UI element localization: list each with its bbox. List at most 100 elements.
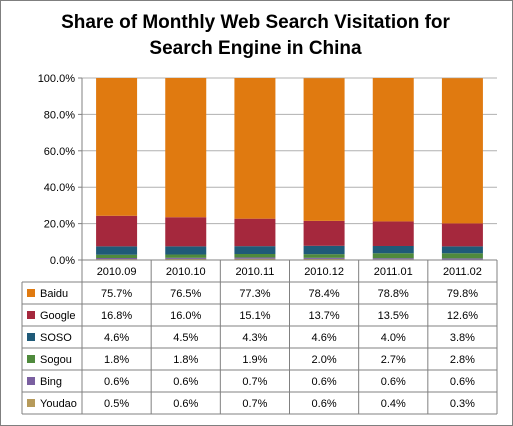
data-label: 0.7% — [242, 398, 267, 410]
x-tick-label: 2010.11 — [235, 266, 274, 278]
bar-segment-soso — [234, 246, 276, 254]
data-label: 4.6% — [104, 332, 129, 344]
bar-segment-bing — [165, 257, 207, 259]
bar-segment-google — [372, 221, 414, 246]
bar-segment-baidu — [441, 78, 483, 224]
legend-label: Sogou — [40, 354, 72, 366]
bar-segment-sogou — [96, 254, 138, 258]
x-tick-label: 2010.10 — [166, 266, 206, 278]
data-label: 2.0% — [312, 354, 337, 366]
data-label: 0.6% — [173, 376, 198, 388]
data-label: 0.5% — [104, 398, 129, 410]
data-label: 4.5% — [173, 332, 198, 344]
legend-label: Google — [40, 310, 75, 322]
bar-segment-soso — [303, 245, 345, 255]
data-label: 12.6% — [447, 310, 478, 322]
bar-segment-soso — [372, 245, 414, 254]
data-label: 0.6% — [312, 398, 337, 410]
y-tick-label: 60.0% — [44, 146, 75, 158]
legend-label: Bing — [40, 376, 62, 388]
legend-label: Youdao — [40, 398, 77, 410]
bar-segment-bing — [372, 258, 414, 260]
data-label: 0.3% — [450, 398, 475, 410]
data-label: 76.5% — [170, 288, 201, 300]
bar-segment-bing — [303, 257, 345, 259]
x-tick-label: 2011.01 — [374, 266, 413, 278]
y-tick-label: 80.0% — [44, 109, 75, 121]
data-label: 2.8% — [450, 354, 475, 366]
data-label: 79.8% — [447, 288, 478, 300]
x-tick-label: 2010.12 — [304, 266, 344, 278]
legend-swatch — [27, 333, 35, 341]
data-label: 13.7% — [308, 310, 339, 322]
data-label: 16.0% — [170, 310, 201, 322]
legend-swatch — [27, 289, 35, 297]
chart-title-line-2: Search Engine in China — [149, 38, 362, 59]
legend-label: SOSO — [40, 332, 72, 344]
y-tick-label: 100.0% — [38, 73, 76, 85]
data-label: 16.8% — [101, 310, 132, 322]
bar-segment-google — [303, 220, 345, 246]
bar-segment-youdao — [303, 258, 345, 260]
data-label: 1.9% — [242, 354, 267, 366]
x-tick-label: 2011.02 — [443, 266, 482, 278]
y-tick-label: 40.0% — [44, 182, 75, 194]
bar-segment-bing — [234, 257, 276, 259]
y-axis: 0.0% 20.0% 40.0% 60.0% 80.0% 100.0% — [38, 73, 83, 267]
data-label: 0.6% — [312, 376, 337, 388]
data-label: 4.3% — [242, 332, 267, 344]
bar-segment-baidu — [234, 78, 276, 219]
data-label: 15.1% — [239, 310, 270, 322]
bar-segment-sogou — [441, 253, 483, 259]
data-table: 2010.09 2010.10 2010.11 2010.12 2011.01 2011.… — [21, 259, 498, 415]
legend-swatch — [27, 399, 35, 407]
bar-segment-sogou — [234, 253, 276, 258]
data-label: 0.7% — [242, 376, 267, 388]
bar-segment-sogou — [303, 254, 345, 258]
bar-segment-google — [96, 215, 138, 247]
bar-segment-sogou — [372, 253, 414, 259]
data-label: 0.6% — [173, 398, 198, 410]
bar-segment-google — [234, 218, 276, 247]
data-label: 0.4% — [381, 398, 406, 410]
data-label: 4.0% — [381, 332, 406, 344]
bar-segment-soso — [96, 246, 138, 255]
bar-segment-bing — [441, 258, 483, 260]
x-tick-label: 2010.09 — [97, 266, 137, 278]
chart-title-line-1: Share of Monthly Web Search Visitation f… — [61, 12, 450, 33]
bar-segment-youdao — [234, 258, 276, 260]
y-tick-label: 0.0% — [50, 255, 75, 267]
bar-segment-baidu — [303, 78, 345, 221]
bar-segment-google — [441, 223, 483, 247]
data-label: 0.6% — [450, 376, 475, 388]
y-tick-label: 20.0% — [44, 219, 75, 231]
data-label: 1.8% — [173, 354, 198, 366]
data-label: 77.3% — [239, 288, 270, 300]
legend-swatch — [27, 355, 35, 363]
legend-label: Baidu — [40, 288, 68, 300]
legend-swatch — [27, 377, 35, 385]
data-label: 78.8% — [378, 288, 409, 300]
bar-segment-soso — [165, 246, 207, 255]
data-label: 13.5% — [378, 310, 409, 322]
data-label: 4.6% — [312, 332, 337, 344]
bar-segment-soso — [441, 246, 483, 254]
bar-segment-baidu — [96, 78, 138, 216]
bar-segment-baidu — [165, 78, 207, 218]
data-label: 75.7% — [101, 288, 132, 300]
bar-segment-sogou — [165, 254, 207, 258]
bar-segment-youdao — [165, 258, 207, 260]
data-label: 1.8% — [104, 354, 129, 366]
data-label: 2.7% — [381, 354, 406, 366]
legend-swatch — [27, 311, 35, 319]
data-label: 78.4% — [308, 288, 339, 300]
data-label: 0.6% — [104, 376, 129, 388]
grid-lines — [82, 77, 497, 261]
bars — [96, 78, 483, 260]
data-label: 0.6% — [381, 376, 406, 388]
data-label: 3.8% — [450, 332, 475, 344]
bar-segment-baidu — [372, 78, 414, 222]
bar-segment-bing — [96, 257, 138, 260]
bar-segment-google — [165, 217, 207, 247]
